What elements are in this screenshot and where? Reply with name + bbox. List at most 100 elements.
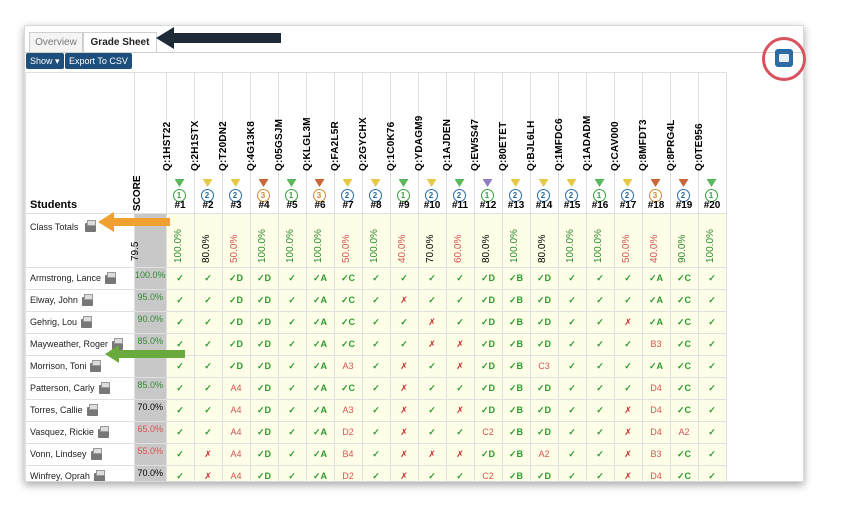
printer-icon[interactable] xyxy=(86,403,98,416)
answer-cell[interactable]: ✓D xyxy=(221,333,251,356)
question-header[interactable]: Q:CAV000 2 #17 xyxy=(610,72,643,214)
answer-cell[interactable]: ✗ xyxy=(613,311,643,334)
answer-cell[interactable]: ✓D xyxy=(249,289,279,312)
answer-cell[interactable]: ✓ xyxy=(417,355,447,378)
answer-cell[interactable]: ✓ xyxy=(697,465,727,481)
answer-cell[interactable]: ✓ xyxy=(277,465,307,481)
answer-cell[interactable]: ✗ xyxy=(445,443,475,466)
answer-cell[interactable]: B4 xyxy=(333,443,363,466)
answer-cell[interactable]: ✓A xyxy=(305,465,335,481)
answer-cell[interactable]: ✓ xyxy=(165,267,195,290)
answer-cell[interactable]: ✓ xyxy=(277,443,307,466)
answer-cell[interactable]: ✓B xyxy=(501,311,531,334)
printer-icon[interactable] xyxy=(90,447,102,460)
answer-cell[interactable]: ✓ xyxy=(697,399,727,422)
answer-cell[interactable]: ✓ xyxy=(361,289,391,312)
answer-cell[interactable]: ✓D xyxy=(473,289,503,312)
answer-cell[interactable]: ✓ xyxy=(277,421,307,444)
question-header[interactable]: Q:8MFDT3 3 #18 xyxy=(638,72,671,214)
tab-grade-sheet[interactable]: Grade Sheet xyxy=(83,32,157,52)
answer-cell[interactable]: ✓ xyxy=(193,311,223,334)
answer-cell[interactable]: ✓ xyxy=(697,289,727,312)
answer-cell[interactable]: ✓ xyxy=(361,443,391,466)
answer-cell[interactable]: ✓C xyxy=(669,377,699,400)
answer-cell[interactable]: ✓ xyxy=(193,377,223,400)
answer-cell[interactable]: ✓ xyxy=(445,289,475,312)
answer-cell[interactable]: ✓D xyxy=(221,267,251,290)
printer-icon[interactable] xyxy=(97,425,109,438)
answer-cell[interactable]: A4 xyxy=(221,421,251,444)
answer-cell[interactable]: ✓B xyxy=(501,377,531,400)
answer-cell[interactable]: ✓ xyxy=(697,333,727,356)
answer-cell[interactable]: ✓ xyxy=(389,333,419,356)
answer-cell[interactable]: ✓A xyxy=(305,333,335,356)
answer-cell[interactable]: ✓ xyxy=(417,289,447,312)
answer-cell[interactable]: ✓A xyxy=(305,289,335,312)
answer-cell[interactable]: ✓D xyxy=(529,465,559,481)
answer-cell[interactable]: ✓D xyxy=(529,377,559,400)
answer-cell[interactable]: B3 xyxy=(641,333,671,356)
answer-cell[interactable]: ✓ xyxy=(193,289,223,312)
answer-cell[interactable]: ✓D xyxy=(473,399,503,422)
answer-cell[interactable]: ✓ xyxy=(361,267,391,290)
answer-cell[interactable]: ✗ xyxy=(389,377,419,400)
answer-cell[interactable]: D2 xyxy=(333,465,363,481)
answer-cell[interactable]: D2 xyxy=(333,421,363,444)
answer-cell[interactable]: ✓ xyxy=(585,311,615,334)
student-name[interactable]: Armstrong, Lance xyxy=(30,273,102,284)
answer-cell[interactable]: ✗ xyxy=(389,465,419,481)
answer-cell[interactable]: A3 xyxy=(333,399,363,422)
answer-cell[interactable]: C2 xyxy=(473,465,503,481)
answer-cell[interactable]: ✓C xyxy=(333,289,363,312)
answer-cell[interactable]: ✓ xyxy=(193,333,223,356)
answer-cell[interactable]: ✓D xyxy=(249,311,279,334)
answer-cell[interactable]: ✓ xyxy=(193,267,223,290)
answer-cell[interactable]: ✗ xyxy=(613,465,643,481)
show-dropdown-button[interactable]: Show ▾ xyxy=(26,53,64,69)
answer-cell[interactable]: ✓ xyxy=(445,377,475,400)
answer-cell[interactable]: ✓A xyxy=(641,311,671,334)
student-name[interactable]: Mayweather, Roger xyxy=(30,339,109,350)
answer-cell[interactable]: ✓D xyxy=(473,377,503,400)
answer-cell[interactable]: ✓B xyxy=(501,465,531,481)
answer-cell[interactable]: ✓ xyxy=(697,421,727,444)
answer-cell[interactable]: ✓ xyxy=(557,355,587,378)
answer-cell[interactable]: ✓ xyxy=(445,465,475,481)
answer-cell[interactable]: ✓D xyxy=(249,465,279,481)
answer-cell[interactable]: ✓ xyxy=(585,465,615,481)
answer-cell[interactable]: ✓ xyxy=(361,399,391,422)
answer-cell[interactable]: ✓ xyxy=(445,267,475,290)
answer-cell[interactable]: A4 xyxy=(221,465,251,481)
answer-cell[interactable]: ✓ xyxy=(585,333,615,356)
answer-cell[interactable]: ✓C xyxy=(669,267,699,290)
answer-cell[interactable]: C2 xyxy=(473,421,503,444)
answer-cell[interactable]: C3 xyxy=(529,355,559,378)
printer-icon[interactable] xyxy=(84,220,96,233)
answer-cell[interactable]: ✗ xyxy=(193,465,223,481)
answer-cell[interactable]: B3 xyxy=(641,443,671,466)
answer-cell[interactable]: ✓ xyxy=(557,399,587,422)
answer-cell[interactable]: ✓A xyxy=(305,443,335,466)
answer-cell[interactable]: ✓B xyxy=(501,443,531,466)
answer-cell[interactable]: ✓D xyxy=(249,399,279,422)
answer-cell[interactable]: ✓ xyxy=(165,289,195,312)
answer-cell[interactable]: ✗ xyxy=(445,399,475,422)
answer-cell[interactable]: ✓ xyxy=(557,443,587,466)
answer-cell[interactable]: ✓C xyxy=(669,355,699,378)
answer-cell[interactable]: ✓D xyxy=(249,267,279,290)
answer-cell[interactable]: ✓ xyxy=(613,355,643,378)
answer-cell[interactable]: ✓D xyxy=(529,311,559,334)
answer-cell[interactable]: ✓ xyxy=(557,267,587,290)
answer-cell[interactable]: ✓ xyxy=(277,333,307,356)
question-header[interactable]: Q:YDAGM9 2 #10 xyxy=(414,72,447,214)
answer-cell[interactable]: ✓D xyxy=(221,311,251,334)
answer-cell[interactable]: A2 xyxy=(529,443,559,466)
answer-cell[interactable]: ✓ xyxy=(417,399,447,422)
answer-cell[interactable]: ✓ xyxy=(697,377,727,400)
answer-cell[interactable]: ✓ xyxy=(165,421,195,444)
answer-cell[interactable]: ✓D xyxy=(473,267,503,290)
answer-cell[interactable]: ✓C xyxy=(669,311,699,334)
answer-cell[interactable]: A4 xyxy=(221,377,251,400)
answer-cell[interactable]: ✓ xyxy=(613,333,643,356)
answer-cell[interactable]: ✓D xyxy=(529,289,559,312)
